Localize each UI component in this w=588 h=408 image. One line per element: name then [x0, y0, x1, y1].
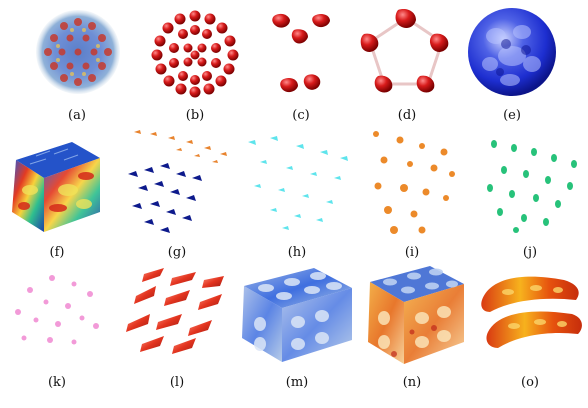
- caption-i: (i): [404, 245, 420, 260]
- panel-m: [236, 264, 356, 364]
- green-blob-field: [487, 140, 577, 233]
- red-pentagon-ring: [360, 9, 449, 93]
- cyan-glyph-field: [248, 136, 348, 230]
- caption-b: (b): [185, 108, 205, 123]
- caption-l: (l): [169, 375, 185, 390]
- panel-b: [150, 8, 240, 98]
- panel-o: [478, 272, 586, 352]
- panel-j: [480, 130, 586, 234]
- caption-a: (a): [68, 108, 86, 123]
- orange-blue-glyph-field: [128, 130, 227, 233]
- caption-j: (j): [522, 245, 538, 260]
- orange-blob-field: [373, 131, 455, 234]
- panel-l: [120, 266, 232, 362]
- caption-m: (m): [285, 375, 309, 390]
- panel-e: [466, 6, 558, 98]
- caption-g: (g): [167, 245, 187, 260]
- panel-n: [364, 262, 466, 366]
- panel-g: [124, 126, 236, 238]
- panel-c: [270, 10, 334, 100]
- pink-blob-field: [15, 275, 99, 345]
- panel-h: [240, 128, 358, 236]
- colored-volume-cube: [12, 142, 100, 232]
- red-triangular-lobes: [272, 13, 330, 93]
- orange-slab-pair: [481, 276, 582, 348]
- caption-n: (n): [402, 375, 422, 390]
- caption-f: (f): [49, 245, 65, 260]
- blue-lattice-cube: [242, 268, 352, 362]
- red-elongated-fragments: [126, 268, 224, 354]
- caption-d: (d): [397, 108, 417, 123]
- orange-lattice-cube: [368, 266, 464, 364]
- red-atom-cluster: [151, 10, 239, 98]
- caption-k: (k): [47, 375, 67, 390]
- panel-a: [34, 8, 122, 96]
- blue-isosurface-sphere: [468, 8, 556, 96]
- caption-h: (h): [287, 245, 307, 260]
- panel-i: [364, 126, 464, 236]
- panel-k: [10, 272, 104, 352]
- caption-o: (o): [521, 375, 539, 390]
- caption-e: (e): [503, 108, 521, 123]
- panel-d: [360, 8, 452, 94]
- panel-f: [6, 134, 104, 234]
- fullerene-density-sphere: [36, 10, 120, 94]
- caption-c: (c): [292, 108, 310, 123]
